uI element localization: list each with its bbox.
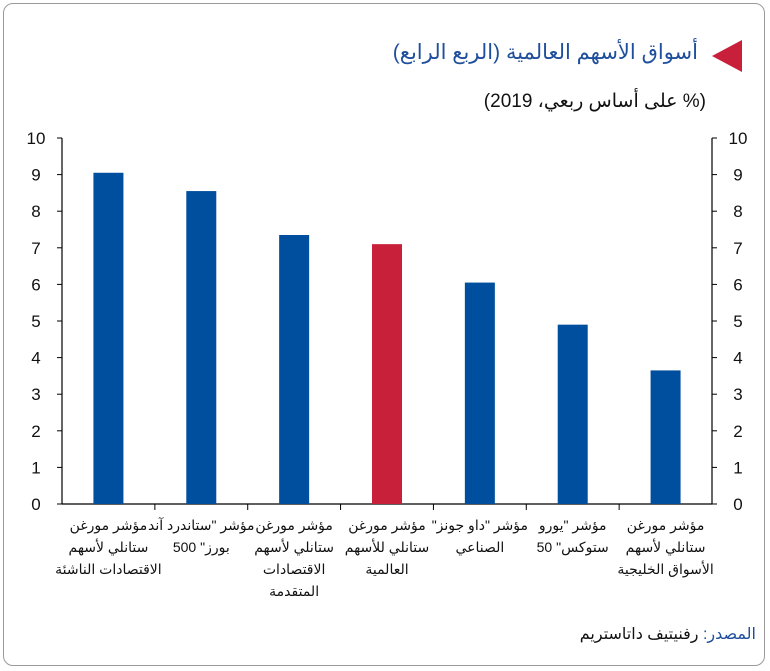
source-label: المصدر: <box>702 626 756 643</box>
x-category-label-line: مؤشر "داو جونز" <box>432 517 528 534</box>
x-category-label-line: الأسواق الخليجية <box>617 560 713 578</box>
y-tick-label-left: 0 <box>31 495 40 514</box>
x-category-label-line: ستانلي لأسهم <box>69 538 149 556</box>
x-category-label-line: مؤشر مورغن <box>348 517 426 534</box>
x-category-label-line: بورز" 500 <box>173 539 230 556</box>
x-category-label: مؤشر مورغن ستانلي لأسهم الاقتصادات المتقدمة <box>254 517 334 599</box>
bar <box>186 191 217 504</box>
title-marker-icon <box>712 40 742 72</box>
x-category-label: مؤشر مورغن ستانلي لأسهم الأسواق الخليجية <box>617 517 713 578</box>
y-tick-label-right: 8 <box>733 202 742 221</box>
bar <box>557 324 588 504</box>
y-tick-label-right: 9 <box>733 166 742 185</box>
y-tick-label-left: 2 <box>31 422 40 441</box>
y-tick-label-right: 0 <box>733 495 742 514</box>
bar <box>279 234 310 505</box>
x-category-label-line: ستانلي لأسهم <box>254 538 334 556</box>
x-category-label-line: مؤشر مورغن <box>627 517 705 534</box>
x-category-label: مؤشر "ستاندرد آند بورز" 500 <box>148 517 255 556</box>
x-category-label-line: مؤشر مورغن <box>255 517 333 534</box>
x-category-label-line: ستانلي للأسهم <box>345 538 429 556</box>
x-category-label-line: ستوكس" 50 <box>537 539 609 556</box>
chart-subtitle: (% على أساس ربعي، 2019) <box>483 91 706 112</box>
x-category-label: مؤشر مورغن ستانلي لأسهم الاقتصادات الناشئة <box>55 517 162 577</box>
y-tick-label-left: 9 <box>31 166 40 185</box>
y-tick-label-left: 5 <box>31 312 40 331</box>
x-category-label-line: الاقتصادات الناشئة <box>55 561 162 577</box>
source-value: رفنيتيف داتاستريم <box>579 626 699 643</box>
x-category-label-line: مؤشر "يورو <box>538 517 607 534</box>
y-tick-label-left: 1 <box>31 458 40 477</box>
x-category-label-line: مؤشر مورغن <box>70 517 148 534</box>
x-category-label-line: ستانلي لأسهم <box>626 538 706 556</box>
chart-title: أسواق الأسهم العالمية (الربع الرابع) <box>392 41 698 64</box>
y-tick-label-left: 4 <box>31 349 40 368</box>
x-category-label-line: مؤشر "ستاندرد آند <box>148 517 255 534</box>
y-tick-label-left: 10 <box>27 129 46 148</box>
y-tick-label-right: 6 <box>733 275 742 294</box>
y-tick-label-left: 6 <box>31 275 40 294</box>
x-category-label-line: العالمية <box>365 561 408 577</box>
bar <box>650 370 681 504</box>
bar <box>464 282 495 504</box>
y-tick-label-left: 8 <box>31 202 40 221</box>
x-category-label: مؤشر مورغن ستانلي للأسهم العالمية <box>345 517 429 577</box>
y-tick-label-left: 7 <box>31 239 40 258</box>
bar <box>93 172 124 504</box>
x-category-label-line: الصناعي <box>455 539 504 556</box>
y-tick-label-right: 4 <box>733 349 742 368</box>
y-tick-label-right: 3 <box>733 385 742 404</box>
source-note: المصدر: رفنيتيف داتاستريم <box>580 624 756 644</box>
x-category-label: مؤشر "يورو ستوكس" 50 <box>537 517 609 556</box>
x-category-label-line: المتقدمة <box>269 583 319 599</box>
y-tick-label-right: 5 <box>733 312 742 331</box>
y-tick-label-right: 10 <box>729 129 748 148</box>
x-category-label-line: الاقتصادات <box>263 561 326 577</box>
x-category-label: مؤشر "داو جونز" الصناعي <box>432 517 528 556</box>
y-tick-label-right: 7 <box>733 239 742 258</box>
y-tick-label-left: 3 <box>31 385 40 404</box>
y-tick-label-right: 1 <box>733 458 742 477</box>
y-tick-label-right: 2 <box>733 422 742 441</box>
bar <box>372 244 402 504</box>
